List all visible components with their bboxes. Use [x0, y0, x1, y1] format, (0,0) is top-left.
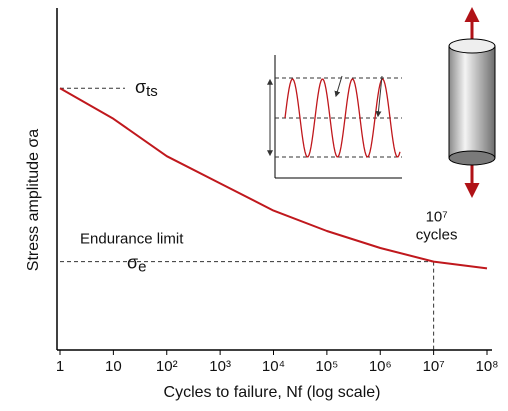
- curve: [59, 87, 488, 270]
- x-tick-label: 10⁸: [475, 358, 498, 375]
- x-tick-label: 10³: [209, 358, 231, 375]
- endurance-symbol: σe: [127, 252, 146, 275]
- subscript: ts: [146, 83, 158, 100]
- subscript: e: [138, 259, 146, 276]
- x-tick-label: 10⁴: [262, 358, 285, 375]
- cycles-label: cycles: [416, 227, 458, 244]
- x-axis-title: Cycles to failure, Nf (log scale): [164, 384, 381, 401]
- x-tick-label: 10²: [156, 358, 178, 375]
- cylinder-bottom: [448, 150, 496, 166]
- x-tick-label: 10: [105, 358, 122, 375]
- symbol: σ: [127, 252, 138, 272]
- x-tick-label: 10⁶: [369, 358, 392, 375]
- y-axis-title: Stress amplitude σa: [25, 129, 42, 271]
- inset-arrow: [334, 75, 343, 98]
- x-tick-label: 10⁵: [315, 358, 338, 375]
- specimen: [448, 7, 496, 198]
- x-tick-label: 1: [56, 358, 64, 375]
- inset-arrow: [375, 75, 383, 118]
- cylinder-body: [448, 45, 496, 159]
- inset-wave: [284, 78, 401, 158]
- cycles-label: 10⁷: [426, 209, 448, 226]
- endurance-label: Endurance limit: [80, 231, 184, 248]
- ts-label: σts: [135, 77, 158, 100]
- symbol: σ: [135, 77, 146, 97]
- x-tick-label: 10⁷: [423, 358, 445, 375]
- inset: [267, 55, 402, 179]
- cylinder-top: [448, 38, 496, 54]
